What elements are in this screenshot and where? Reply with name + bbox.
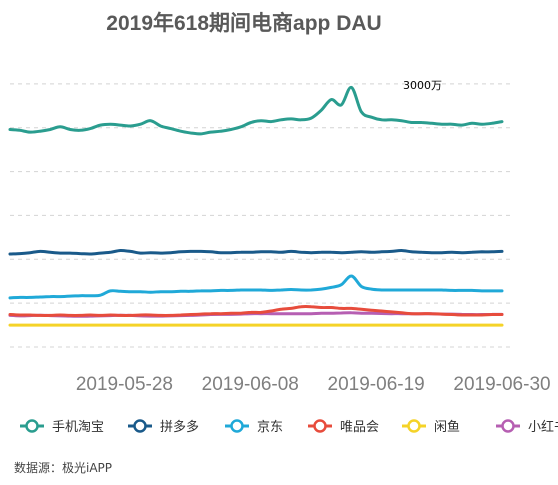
legend-swatch-marker [501,419,515,433]
x-tick-label-2: 2019-06-19 [328,374,425,395]
series-lines [8,85,504,327]
legend-item-2: 京东 [225,419,283,435]
legend-swatch-marker [133,419,147,433]
x-tick-label-1: 2019-06-08 [202,374,299,395]
legend-swatch-marker [313,419,327,433]
series-line-2 [8,274,504,300]
chart-title: 2019年618期间电商app DAU [106,11,381,35]
data-source-note: 数据源：极光iAPP [14,461,113,475]
legend-swatch-marker [25,419,39,433]
legend-label: 唯品会 [340,420,379,435]
x-tick-label-3: 2019-06-30 [453,374,550,395]
legend-swatch-marker [407,419,421,433]
x-axis-ticks: 2019-05-28 2019-06-08 2019-06-19 2019-06-30 [76,374,551,395]
legend-item-5: 小红书 [496,419,558,435]
series-line-3 [8,305,504,317]
legend-item-3: 唯品会 [308,419,379,435]
peak-annotation: 3000万 [403,79,442,92]
x-tick-label-0: 2019-05-28 [76,374,173,395]
legend-label: 拼多多 [160,419,199,435]
legend-item-4: 闲鱼 [402,419,460,435]
legend-swatch-marker [230,419,244,433]
legend: 手机淘宝 拼多多 京东 唯品会 闲鱼 小红书 [20,419,558,435]
legend-item-0: 手机淘宝 [20,419,104,435]
legend-label: 闲鱼 [434,419,460,435]
legend-label: 手机淘宝 [52,420,104,435]
series-line-0 [8,85,504,136]
legend-item-1: 拼多多 [128,419,199,435]
legend-label: 京东 [257,420,283,435]
legend-label: 小红书 [528,419,558,435]
series-line-1 [8,248,504,256]
